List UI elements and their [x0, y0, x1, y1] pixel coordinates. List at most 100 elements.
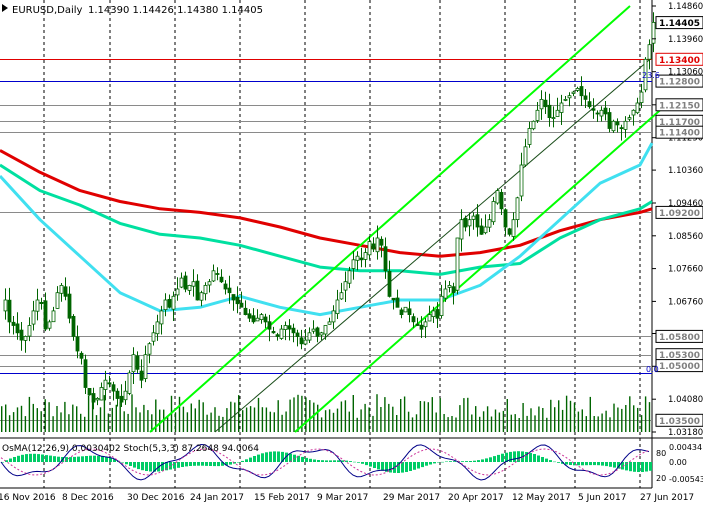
volume-bar-85 [336, 408, 339, 432]
candle-body-124 [495, 190, 500, 204]
trend-channel [149, 5, 661, 433]
volume-bar-8 [32, 403, 34, 432]
volume-bar-28 [111, 407, 113, 432]
volume-bar-149 [589, 396, 591, 432]
osma-bar-57 [229, 462, 232, 465]
candle-body-18 [71, 315, 76, 337]
osma-bar-81 [325, 460, 328, 462]
osma-bar-160 [641, 462, 644, 472]
volume-bar-73 [289, 399, 291, 432]
volume-bar-53 [210, 412, 212, 432]
stoch-tick-label-1: 20 [656, 474, 666, 483]
osma-bar-69 [277, 451, 280, 462]
volume-bar-93 [368, 407, 370, 432]
osma-bar-11 [45, 455, 48, 462]
candle-body-145 [579, 86, 584, 97]
candle-body-131 [523, 146, 528, 166]
candle-body-94 [375, 237, 380, 253]
osma-bar-66 [265, 452, 268, 462]
price-level-labels: 1.14405 1.13400 1.12800 1.12150 1.117001.114… [655, 16, 703, 427]
volume-bar-145 [573, 402, 576, 432]
osma-bar-100 [401, 462, 404, 473]
candle-body-138 [551, 117, 556, 119]
osma-bar-19 [77, 456, 80, 462]
candle-body-41 [163, 299, 168, 311]
osma-bar-144 [577, 462, 580, 466]
osma-bar-87 [349, 461, 352, 462]
volume-bar-140 [554, 407, 556, 432]
channel-mid [214, 58, 651, 433]
osma-bar-112 [449, 461, 452, 462]
volume-bar-30 [119, 401, 121, 432]
y-tick-label-9: 1.06760 [668, 297, 703, 307]
volume-bar-152 [601, 413, 603, 432]
candle-body-125 [499, 191, 504, 210]
candle-body-96 [383, 246, 388, 272]
volume-bar-141 [558, 400, 560, 432]
candle-body-19 [75, 336, 80, 352]
candle-body-7 [27, 325, 32, 337]
osma-bar-37 [149, 462, 152, 472]
volume-bar-71 [281, 414, 283, 432]
osma-bar-34 [137, 462, 140, 470]
candle-body-21 [83, 359, 88, 388]
osma-bar-109 [437, 462, 440, 463]
level-box-9 [655, 359, 703, 373]
osma-bar-128 [513, 451, 516, 462]
volume-bar-115 [455, 417, 457, 432]
candle-body-53 [211, 270, 216, 282]
volume-bar-161 [637, 407, 639, 432]
osma-bar-83 [333, 460, 336, 462]
x-tick-label-3: 24 Jan 2017 [190, 493, 244, 503]
volume-bar-23 [91, 394, 94, 432]
volume-bar-12 [48, 402, 50, 432]
candle-body-38 [151, 332, 156, 342]
candle-body-113 [451, 286, 456, 294]
volume-bar-82 [324, 410, 327, 432]
volume-bar-92 [364, 403, 366, 432]
volume-bar-98 [388, 403, 390, 432]
osma-bar-154 [617, 462, 620, 469]
osma-bar-106 [425, 462, 428, 466]
volume-bar-126 [498, 412, 501, 432]
osma-bar-25 [101, 456, 104, 462]
volume-bar-25 [99, 407, 102, 432]
candle-body-150 [599, 109, 604, 117]
volume-bar-87 [344, 400, 347, 432]
osma-bar-108 [433, 462, 436, 464]
osma-bar-77 [309, 458, 312, 462]
osma-bar-74 [297, 455, 300, 462]
volume-bar-72 [285, 411, 287, 432]
ma-cyan-line [0, 142, 654, 317]
volume-bar-100 [396, 415, 398, 432]
volume-bar-116 [459, 405, 461, 432]
candle-body-70 [279, 328, 284, 339]
candle-body-64 [255, 317, 260, 322]
volume-bar-89 [352, 395, 354, 432]
volume-bar-34 [135, 407, 137, 432]
candle-body-81 [323, 325, 328, 335]
candle-body-17 [67, 293, 72, 319]
x-tick-label-10: 27 Jun 2017 [640, 493, 694, 503]
osma-bar-63 [253, 456, 256, 462]
osma-bar-52 [209, 462, 212, 466]
osma-bar-44 [177, 462, 180, 468]
volume-bar-26 [103, 395, 106, 432]
osma-bar-86 [345, 460, 348, 462]
osma-bar-71 [285, 452, 288, 462]
candle-body-151 [603, 107, 608, 115]
osma-bar-134 [537, 455, 540, 462]
volume-bar-58 [230, 401, 232, 432]
candle-body-52 [207, 281, 212, 286]
candle-body-163 [651, 21, 656, 44]
level-box-1 [655, 52, 703, 66]
osma-bar-101 [405, 462, 408, 472]
candle-body-154 [615, 121, 620, 126]
candle-body-54 [215, 273, 220, 275]
candle-body-133 [531, 120, 536, 130]
osma-bar-125 [501, 453, 504, 462]
candle-body-56 [223, 283, 228, 290]
level-label-0: 1.14405 [659, 19, 700, 29]
volume-bar-21 [84, 416, 86, 432]
